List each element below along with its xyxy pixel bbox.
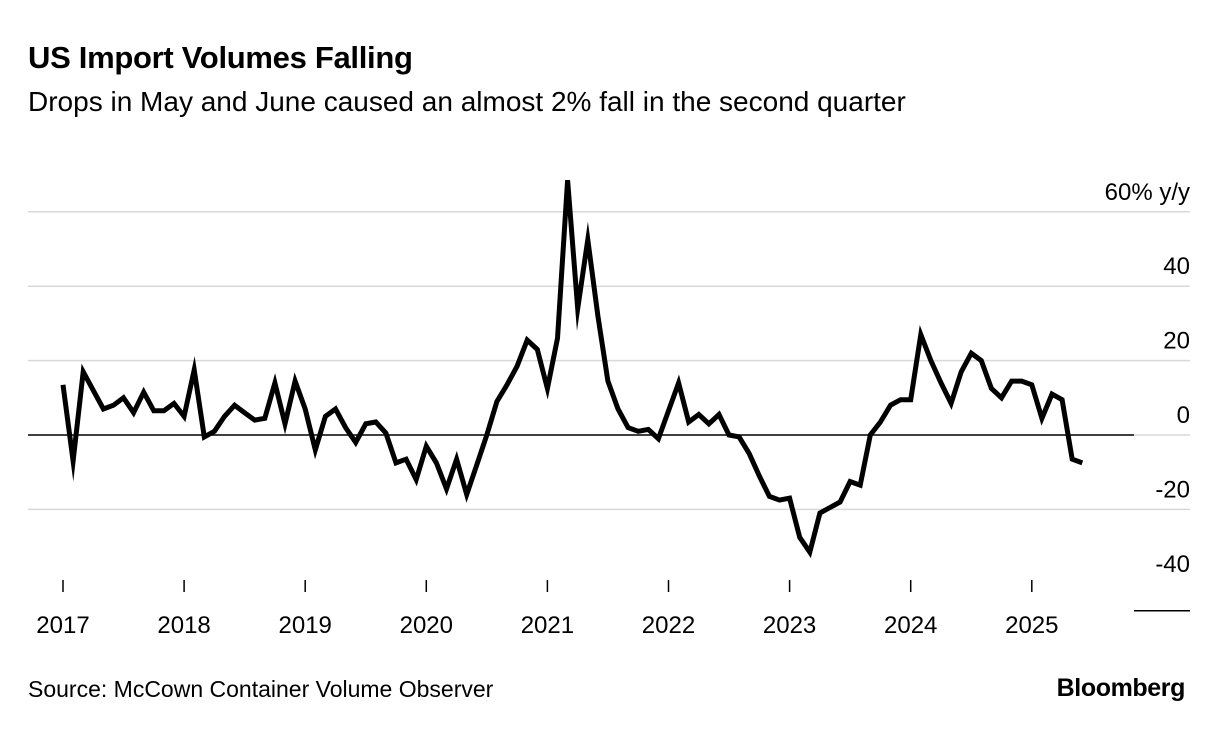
y-tick-label: 0 [1177,402,1190,429]
y-tick-label: -40 [1155,551,1190,578]
x-tick-label: 2021 [521,612,574,639]
chart-subtitle: Drops in May and June caused an almost 2… [28,86,906,117]
x-tick-label: 2018 [157,612,210,639]
x-tick-label: 2020 [400,612,453,639]
y-tick-label: 20 [1163,328,1190,355]
series-layer [60,180,1084,559]
chart-title: US Import Volumes Falling [28,40,413,75]
y-axis: 60% y/y 40 20 0 -20 -40 [1105,179,1190,578]
y-tick-label: 60% y/y [1105,179,1190,206]
x-tick-label: 2025 [1005,612,1058,639]
x-tick-label: 2024 [884,612,937,639]
x-tick-label: 2017 [36,612,89,639]
gridlines [28,211,1190,612]
bloomberg-logo: Bloomberg [1056,674,1186,702]
x-tick-label: 2019 [279,612,332,639]
x-tick-label: 2022 [642,612,695,639]
y-tick-label: -20 [1155,476,1190,503]
source-note: Source: McCown Container Volume Observer [28,676,494,702]
x-axis: 2017 2018 2019 2020 2021 2022 2023 2024 2025 [36,580,1058,639]
x-tick-label: 2023 [763,612,816,639]
y-tick-label: 40 [1163,253,1190,280]
series-line-import-volumes [60,180,1084,559]
